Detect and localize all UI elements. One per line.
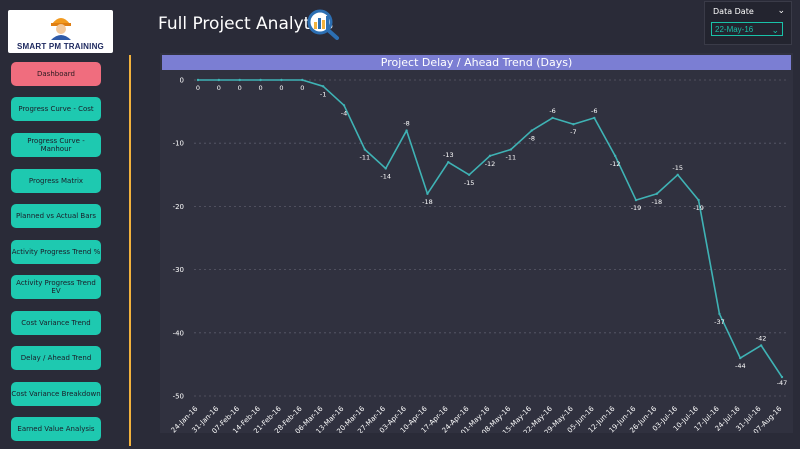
data-point [467, 173, 471, 176]
nav-dashboard-button[interactable]: Dashboard [11, 62, 101, 86]
chevron-down-icon[interactable]: ⌄ [777, 5, 785, 15]
data-point [551, 116, 554, 120]
data-point [363, 148, 367, 151]
page-title: Full Project Analytics [158, 14, 334, 34]
nav-earned-value-analysis-button[interactable]: Earned Value Analysis [11, 417, 101, 441]
y-tick-label: 0 [180, 77, 184, 85]
data-label: -1 [320, 90, 326, 98]
data-label: -44 [735, 362, 746, 370]
data-label: -8 [403, 120, 409, 128]
data-date-select[interactable]: 22-May-16 ⌄ [711, 22, 783, 36]
data-label: 0 [300, 84, 304, 92]
data-label: -18 [422, 198, 433, 206]
y-tick-label: -40 [173, 329, 184, 337]
data-point [613, 154, 617, 158]
data-point [426, 192, 429, 195]
data-label: -12 [485, 160, 496, 168]
data-label: -47 [777, 379, 788, 387]
analytics-magnifier-icon [307, 9, 339, 40]
data-date-value: 22-May-16 [715, 25, 754, 34]
data-label: -42 [756, 334, 767, 342]
data-date-label: Data Date [713, 7, 754, 16]
data-date-filter: Data Date ⌄ 22-May-16 ⌄ [704, 1, 792, 45]
data-label: -15 [464, 179, 475, 187]
data-point [676, 173, 679, 176]
data-label: -4 [341, 109, 347, 117]
data-label: -14 [380, 172, 391, 180]
chevron-down-icon: ⌄ [771, 25, 779, 35]
data-point [655, 192, 659, 195]
data-point [718, 312, 721, 316]
worker-mascot-icon [51, 18, 71, 40]
nav-cost-variance-breakdown-button[interactable]: Cost Variance Breakdown [11, 382, 101, 406]
data-point [780, 375, 784, 379]
data-point [488, 154, 492, 158]
nav-progress-curve-manhour-button[interactable]: Progress Curve - Manhour [11, 133, 101, 157]
data-label: -19 [631, 204, 642, 212]
y-tick-label: -20 [173, 203, 184, 211]
data-point [572, 123, 575, 126]
data-point [739, 356, 742, 360]
data-label: 0 [238, 84, 242, 92]
delay-trend-chart: 0 -10 -20 -30 -40 -50 0 0 0 0 0 0 -1 -4 -11 -14 -8 -18 -13… [170, 77, 788, 434]
data-point [280, 78, 283, 82]
data-point [301, 78, 304, 82]
data-point [509, 148, 513, 151]
data-point [196, 78, 200, 82]
chart-title: Project Delay / Ahead Trend (Days) [162, 55, 791, 70]
data-point [238, 78, 241, 82]
nav-progress-curve-cost-button[interactable]: Progress Curve - Cost [11, 97, 101, 121]
chart-panel: Project Delay / Ahead Trend (Days) [160, 53, 793, 433]
nav-activity-progress-trend-ev-button[interactable]: Activity Progress Trend EV [11, 275, 101, 299]
nav-delay-ahead-trend-button[interactable]: Delay / Ahead Trend [11, 346, 101, 370]
sidebar-divider [129, 55, 131, 446]
data-point [384, 167, 387, 170]
data-label: -13 [443, 151, 454, 159]
data-point [697, 198, 700, 202]
nav-cost-variance-trend-button[interactable]: Cost Variance Trend [11, 311, 101, 335]
data-label: 0 [217, 84, 221, 92]
y-tick-label: -50 [173, 393, 184, 401]
data-point [342, 104, 346, 107]
data-point [447, 160, 450, 164]
data-label: -18 [652, 198, 663, 206]
data-label: -12 [610, 160, 621, 168]
data-point [259, 78, 262, 82]
data-label: -11 [506, 154, 517, 162]
data-label: -8 [528, 135, 534, 143]
data-label: -19 [693, 204, 704, 212]
data-label: -6 [549, 107, 555, 115]
data-label: -6 [591, 107, 597, 115]
y-tick-label: -30 [173, 266, 184, 274]
nav-activity-progress-trend-pct-button[interactable]: Activity Progress Trend % [11, 240, 101, 264]
data-point [759, 344, 763, 347]
nav-planned-vs-actual-bars-button[interactable]: Planned vs Actual Bars [11, 204, 101, 228]
nav-progress-matrix-button[interactable]: Progress Matrix [11, 169, 101, 193]
data-point [530, 129, 533, 132]
data-label: -15 [672, 164, 683, 172]
data-point [321, 85, 325, 88]
data-label: -37 [714, 318, 725, 326]
data-point [217, 78, 221, 82]
data-label: -7 [570, 128, 576, 136]
data-label: 0 [196, 84, 200, 92]
data-label: 0 [259, 84, 263, 92]
data-label: -11 [360, 154, 371, 162]
data-point [593, 116, 596, 120]
data-point [634, 198, 638, 202]
data-point [405, 129, 408, 132]
y-tick-label: -10 [173, 140, 184, 148]
logo: SMART PM TRAINING [8, 10, 113, 53]
data-label: 0 [279, 84, 283, 92]
logo-text: SMART PM TRAINING [17, 42, 104, 51]
